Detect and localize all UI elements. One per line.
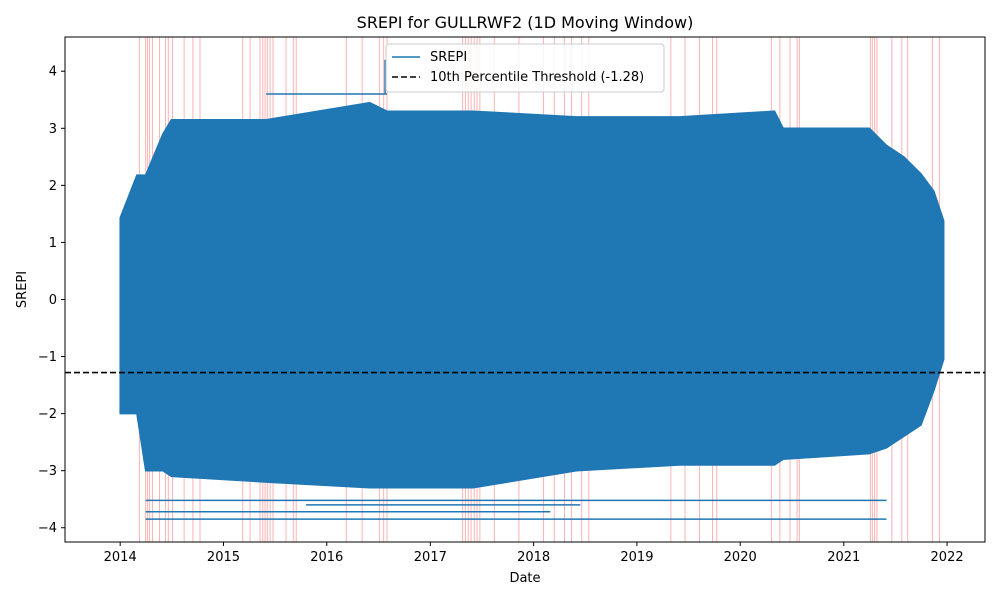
y-tick-label: −4 — [38, 521, 57, 536]
x-tick-label: 2022 — [931, 550, 964, 565]
y-tick-label: −3 — [38, 464, 57, 479]
x-axis: 2014 2015 2016 2017 2018 2019 2020 2021 2022 — [104, 542, 964, 565]
x-tick-label: 2019 — [620, 550, 653, 565]
legend-label-threshold: 10th Percentile Threshold (-1.28) — [430, 70, 644, 85]
y-tick-label: −1 — [38, 350, 57, 365]
x-tick-label: 2015 — [207, 550, 240, 565]
srepi-band — [119, 101, 945, 489]
legend-label-srepi: SREPI — [430, 50, 467, 65]
x-axis-label: Date — [509, 571, 540, 586]
y-axis: −4 −3 −2 −1 0 1 2 3 4 — [38, 65, 65, 536]
y-tick-label: 0 — [49, 293, 57, 308]
y-tick-label: 3 — [49, 122, 57, 137]
x-tick-label: 2020 — [724, 550, 757, 565]
y-axis-label: SREPI — [15, 271, 30, 308]
legend-box — [385, 43, 665, 93]
x-tick-label: 2021 — [827, 550, 860, 565]
legend: SREPI 10th Percentile Threshold (-1.28) — [385, 43, 665, 93]
x-tick-label: 2018 — [517, 550, 550, 565]
y-tick-label: −2 — [38, 407, 57, 422]
y-tick-label: 2 — [49, 179, 57, 194]
x-tick-label: 2017 — [414, 550, 447, 565]
chart-title: SREPI for GULLRWF2 (1D Moving Window) — [357, 13, 694, 32]
y-tick-label: 1 — [49, 236, 57, 251]
srepi-series — [119, 59, 945, 520]
plot-frame — [64, 36, 986, 543]
x-tick-label: 2014 — [104, 550, 137, 565]
y-tick-label: 4 — [49, 65, 57, 80]
x-tick-label: 2016 — [310, 550, 343, 565]
